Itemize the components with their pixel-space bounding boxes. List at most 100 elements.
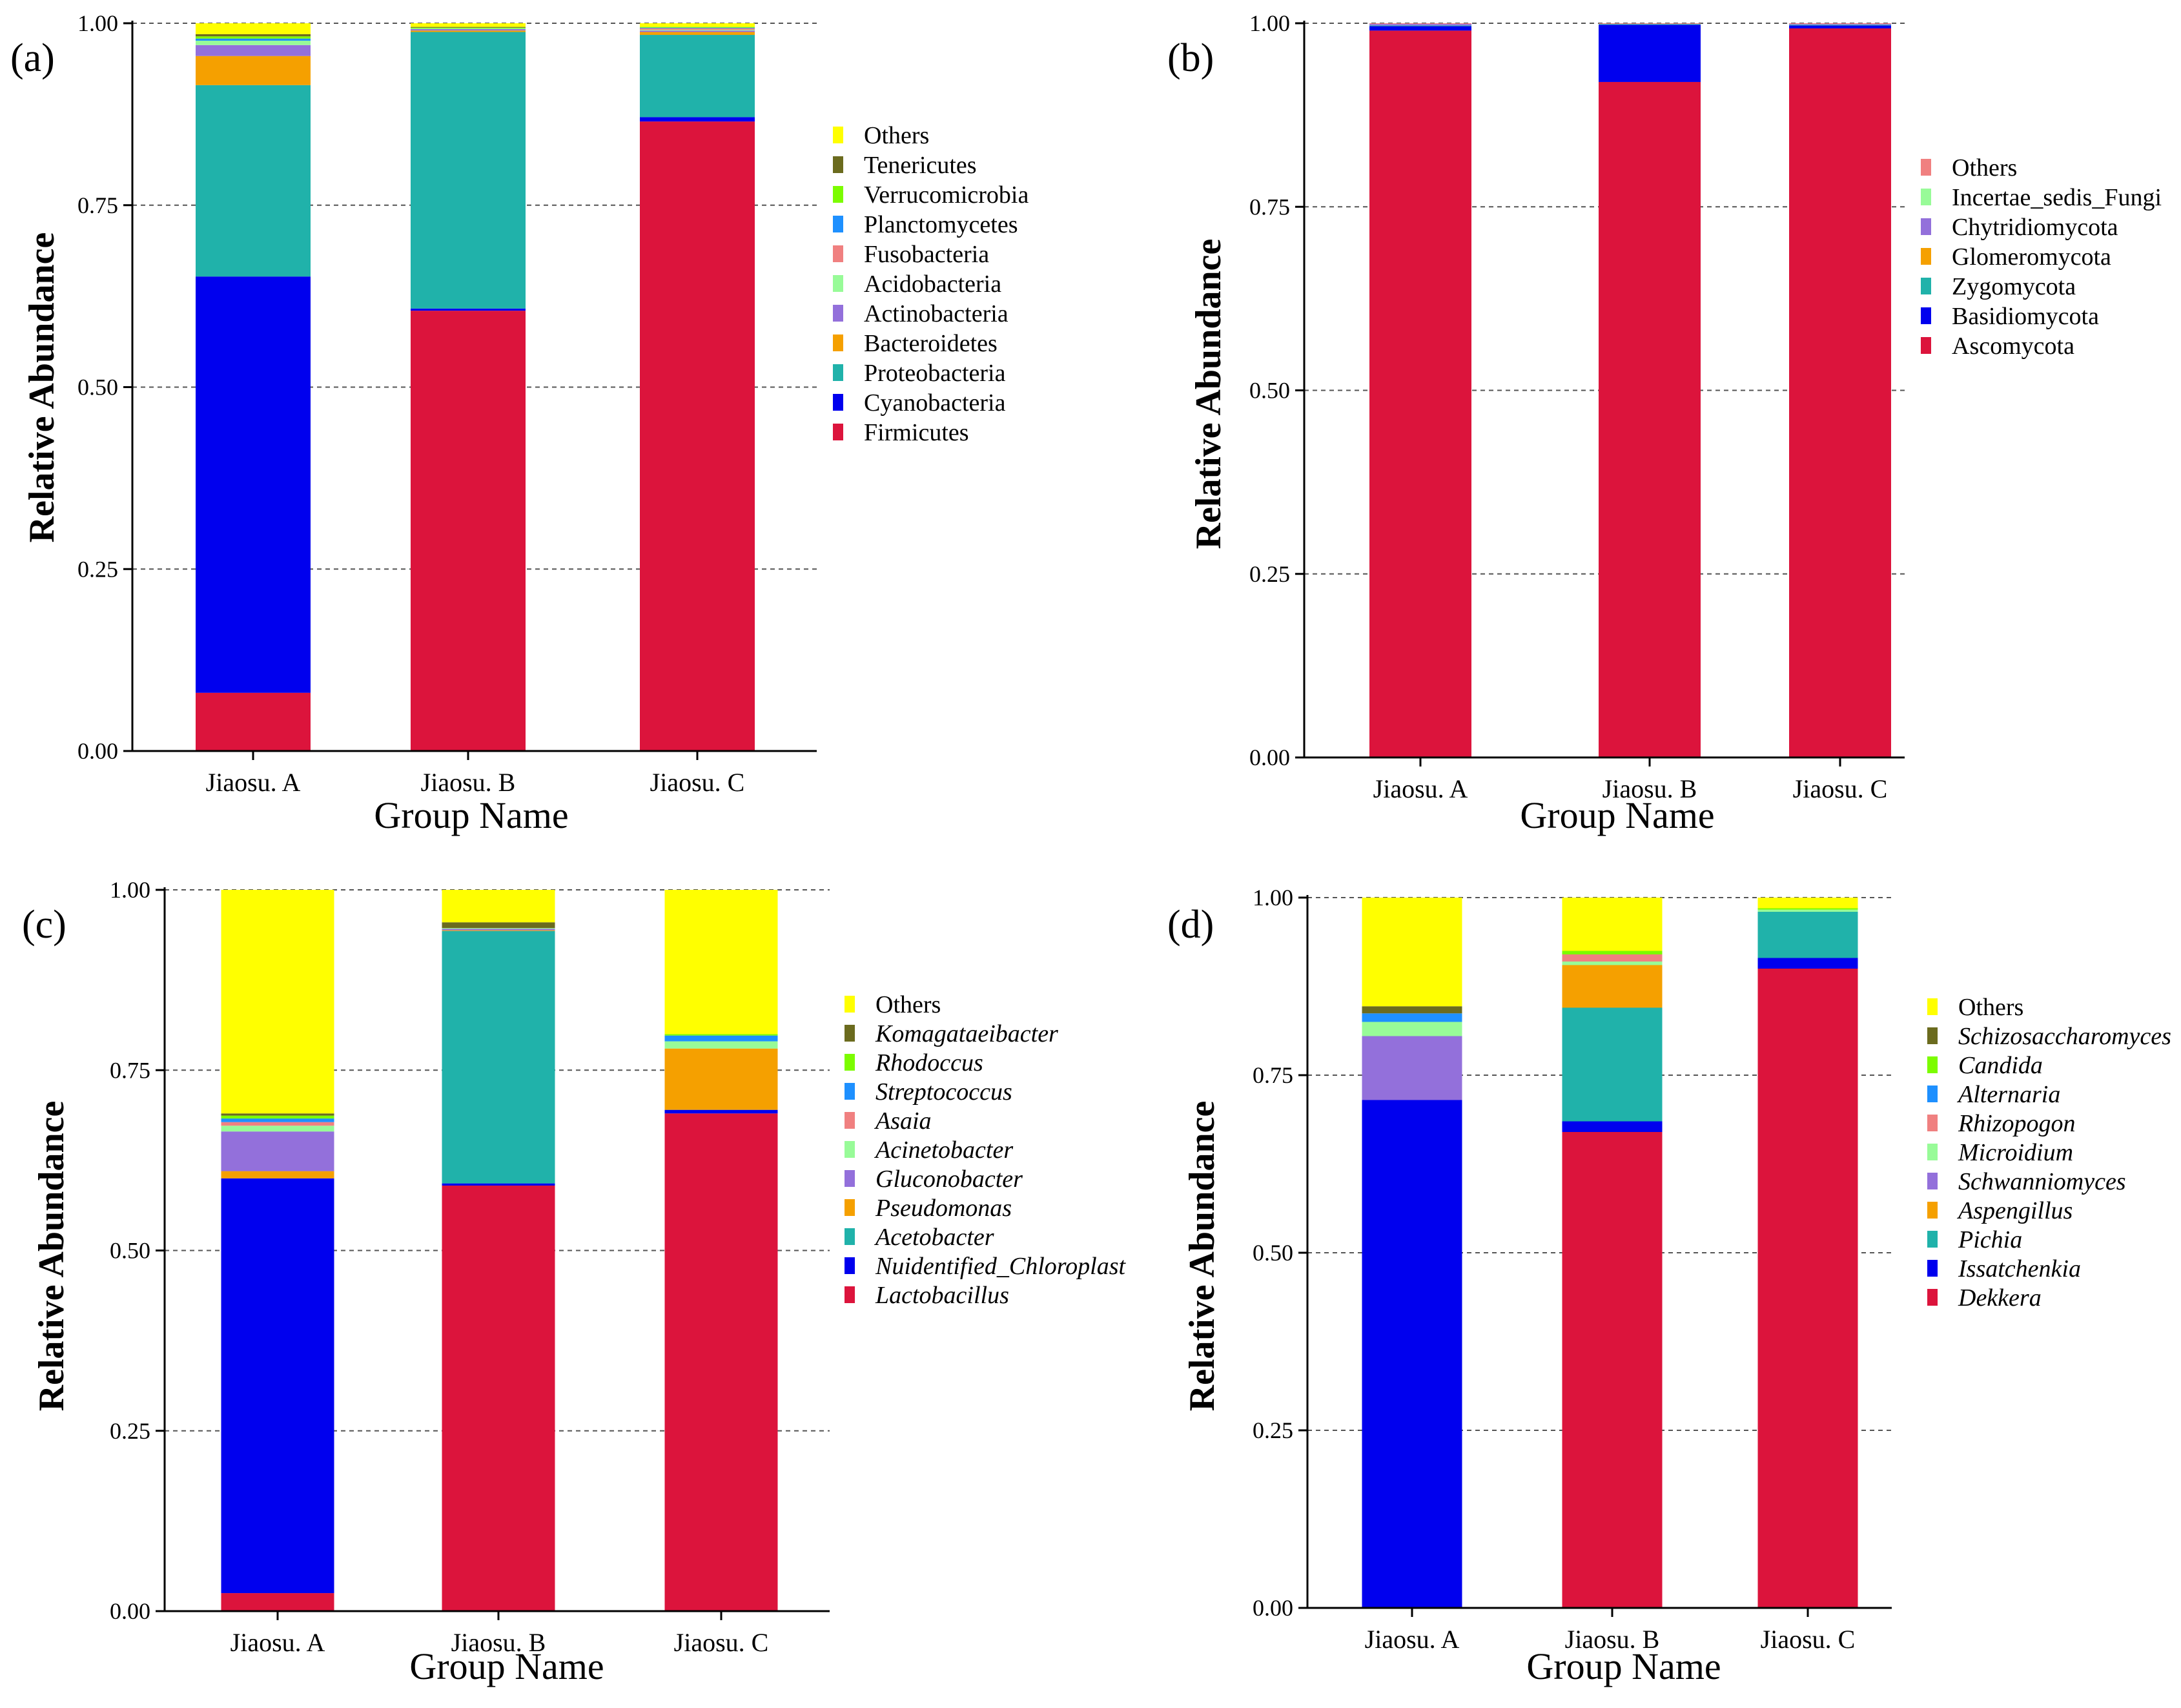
- bar-segment-others: [640, 23, 755, 27]
- bar-segment-issatchenkia: [1362, 1100, 1462, 1608]
- legend-label: Proteobacteria: [864, 360, 1006, 387]
- legend-label: Lactobacillus: [875, 1282, 1009, 1309]
- bar-segment-aspengillus: [1562, 965, 1663, 1008]
- bar-segment-firmicutes: [640, 121, 755, 751]
- legend-swatch: [1927, 1086, 1938, 1102]
- legend-label: Streptococcus: [875, 1078, 1012, 1106]
- x-tick-label: Jiaosu. A: [1373, 774, 1468, 803]
- bar-segment-gluconobacter: [221, 1131, 334, 1171]
- bar-segment-cyanobacteria: [411, 308, 526, 311]
- legend-label: Tenericutes: [864, 152, 977, 179]
- legend-label: Verrucomicrobia: [864, 181, 1029, 209]
- bar-segment-proteobacteria: [411, 32, 526, 309]
- x-tick-label: Jiaosu. C: [674, 1628, 769, 1657]
- legend-label: Others: [875, 991, 941, 1018]
- bar-segment-actinobacteria: [196, 45, 311, 56]
- panel-a: (a) 0.00 0.25 0.50 0.75 1.00 Jiaosu. A Jiaosu. …: [10, 10, 1029, 836]
- legend-label: Bacteroidetes: [864, 330, 998, 357]
- y-axis-title: Relative Abundance: [1182, 1101, 1222, 1412]
- bar-segment-alternaria: [1362, 1013, 1462, 1022]
- legend-label: Chytridiomycota: [1952, 214, 2118, 241]
- x-tick-label: Jiaosu. C: [1793, 774, 1888, 803]
- bar-segment-pseudomonas: [221, 1171, 334, 1178]
- bar-segment-basidiomycota: [1789, 25, 1891, 28]
- bar-segment-others: [442, 890, 555, 923]
- panel-label: (b): [1167, 36, 1214, 80]
- bar-segment-others: [1789, 23, 1891, 25]
- x-tick-label: Jiaosu. B: [421, 768, 516, 797]
- x-tick-label: Jiaosu. B: [1565, 1625, 1660, 1654]
- bar-segment-bacteroidetes: [640, 32, 755, 36]
- bar-segment-lactobacillus: [221, 1593, 334, 1611]
- y-tick-label: 0.25: [1249, 561, 1290, 587]
- y-tick-label: 0.25: [110, 1418, 150, 1444]
- bar-segment-nuidentified-chloroplast: [221, 1178, 334, 1594]
- bar-segment-chytridiomycota: [1369, 24, 1471, 26]
- legend-label: Glomeromycota: [1952, 243, 2111, 271]
- bar-segment-firmicutes: [196, 692, 311, 751]
- x-tick-label: Jiaosu. A: [230, 1628, 325, 1657]
- panel-label: (c): [22, 903, 67, 947]
- bar-segment-schwanniomyces: [1362, 1036, 1462, 1100]
- legend-swatch: [833, 275, 843, 292]
- bar-segment-acetobacter: [442, 931, 555, 1184]
- bar-segment-ascomycota: [1369, 30, 1471, 758]
- legend-swatch: [1927, 1027, 1938, 1044]
- x-tick-label: Jiaosu. A: [1365, 1625, 1460, 1654]
- y-tick-label: 0.50: [1253, 1240, 1293, 1266]
- bar-segment-others: [1362, 898, 1462, 1007]
- bar-segment-schizosaccharomyces: [1362, 1006, 1462, 1014]
- y-tick-label: 1.00: [1253, 885, 1293, 911]
- bar-segment-others: [1757, 898, 1858, 909]
- legend-swatch: [1927, 1173, 1938, 1189]
- panel-c: (c) 0.00 0.25 0.50 0.75 1.00 Jiaosu. A Jiaosu. …: [22, 877, 1126, 1687]
- bar-segment-issatchenkia: [1562, 1121, 1663, 1132]
- bar-segment-pichia: [1757, 912, 1858, 958]
- legend-swatch: [1921, 159, 1931, 176]
- bar-segment-zygomycota: [1369, 25, 1471, 26]
- bar-segment-zygomycota: [1599, 24, 1701, 25]
- bar-segment-acidobacteria: [196, 41, 311, 45]
- legend-swatch: [1927, 1115, 1938, 1131]
- bar-segment-acinetobacter: [221, 1126, 334, 1132]
- bar-segment-bacteroidetes: [196, 56, 311, 85]
- y-tick-label: 0.00: [110, 1598, 150, 1624]
- y-tick-label: 1.00: [77, 10, 118, 36]
- legend-label: Others: [1952, 154, 2017, 181]
- bar-segment-ascomycota: [1789, 28, 1891, 758]
- panel-label: (d): [1167, 903, 1214, 947]
- legend-label: Ascomycota: [1952, 333, 2074, 360]
- bar-segment-proteobacteria: [196, 85, 311, 277]
- panel-d: (d) 0.00 0.25 0.50 0.75 1.00 Jiaosu. A Jiaosu. …: [1167, 885, 2171, 1687]
- bar-segment-microidium: [1362, 1022, 1462, 1036]
- legend-swatch: [1927, 1202, 1938, 1219]
- y-tick-label: 0.50: [77, 375, 118, 400]
- legend-swatch: [833, 216, 843, 232]
- legend-swatch: [1927, 1289, 1938, 1306]
- bar-segment-fusobacteria: [640, 28, 755, 30]
- legend-label: Actinobacteria: [864, 300, 1009, 327]
- legend-swatch: [1921, 189, 1931, 205]
- legend-swatch: [833, 364, 843, 381]
- bar-segment-nuidentified-chloroplast: [664, 1109, 778, 1114]
- legend-label: Komagataeibacter: [875, 1020, 1058, 1047]
- legend-label: Candida: [1958, 1052, 2043, 1079]
- legend-label: Incertae_sedis_Fungi: [1952, 184, 2162, 211]
- legend-label: Dekkera: [1958, 1284, 2042, 1312]
- legend-swatch: [845, 1083, 855, 1100]
- legend-swatch: [1921, 248, 1931, 265]
- bar-segment-proteobacteria: [640, 35, 755, 118]
- bar-segment-microidium: [1757, 909, 1858, 912]
- y-tick-label: 0.00: [77, 738, 118, 764]
- bar-segment-verrucomicrobia: [196, 36, 311, 39]
- y-tick-label: 0.75: [1253, 1062, 1293, 1088]
- legend-swatch: [845, 1228, 855, 1245]
- bar-segment-dekkera: [1562, 1132, 1663, 1608]
- legend-swatch: [845, 1112, 855, 1129]
- bar-segment-tenericutes: [411, 26, 526, 28]
- bar-segment-dekkera: [1757, 969, 1858, 1608]
- bar-segment-lactobacillus: [442, 1185, 555, 1611]
- legend-swatch: [833, 156, 843, 173]
- legend-label: Planctomycetes: [864, 211, 1018, 238]
